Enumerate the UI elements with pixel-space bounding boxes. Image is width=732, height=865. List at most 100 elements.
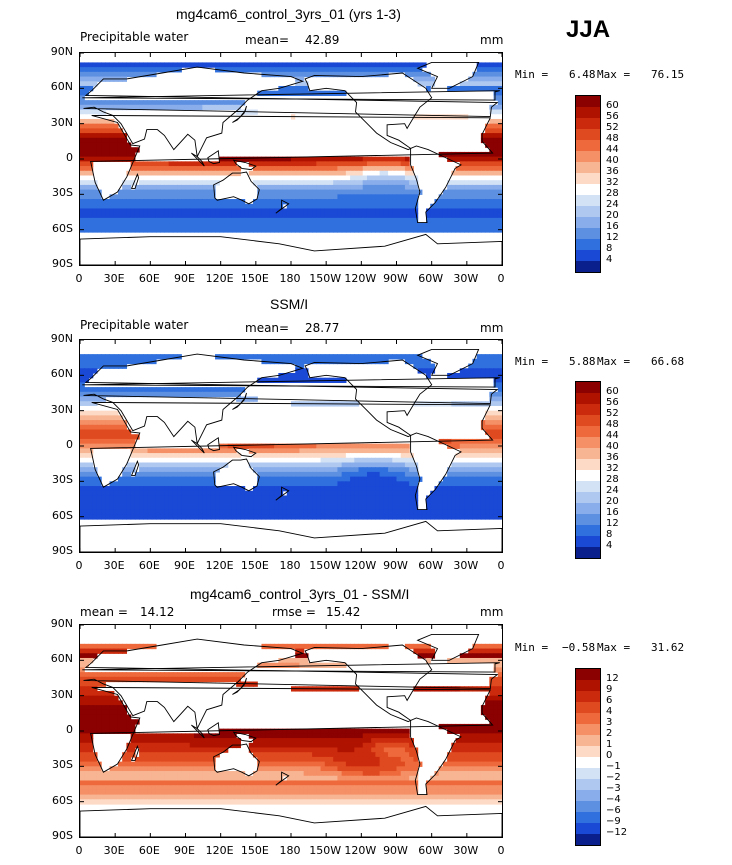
field-cell xyxy=(316,476,322,482)
field-cell xyxy=(426,71,431,78)
field-cell xyxy=(282,194,288,200)
field-cell xyxy=(88,203,94,210)
field-cell xyxy=(485,67,490,73)
field-cell xyxy=(345,643,351,650)
field-cell xyxy=(371,170,376,177)
field-cell xyxy=(316,481,322,487)
field-cell xyxy=(105,203,111,210)
field-cell xyxy=(299,648,305,654)
field-cell xyxy=(88,405,94,412)
field-cell xyxy=(404,67,410,73)
field-cell xyxy=(485,709,490,716)
field-cell xyxy=(383,227,389,233)
field-cell xyxy=(291,467,296,473)
field-cell xyxy=(198,733,203,739)
field-cell xyxy=(172,100,178,106)
field-cell xyxy=(388,166,393,172)
field-cell xyxy=(480,189,486,195)
field-cell xyxy=(404,203,410,210)
field-cell xyxy=(341,514,347,520)
field-cell xyxy=(379,194,385,200)
field-cell xyxy=(198,170,203,177)
field-cell xyxy=(96,728,102,734)
field-cell xyxy=(354,180,360,186)
field-cell xyxy=(434,486,440,492)
field-cell xyxy=(122,67,128,73)
field-cell xyxy=(383,448,389,454)
field-cell xyxy=(375,733,381,739)
field-cell xyxy=(388,161,393,167)
field-cell xyxy=(151,742,157,749)
field-cell xyxy=(307,662,313,668)
lat-tick-label: 90N xyxy=(50,332,73,345)
field-cell xyxy=(151,194,157,200)
field-cell xyxy=(476,67,482,73)
field-cell xyxy=(189,490,195,497)
field-cell xyxy=(480,709,486,716)
field-cell xyxy=(417,401,423,407)
field-cell xyxy=(147,208,153,214)
field-cell xyxy=(274,471,279,478)
field-cell xyxy=(126,175,132,181)
field-cell xyxy=(366,643,372,650)
field-cell xyxy=(345,180,351,186)
field-cell xyxy=(84,175,90,181)
field-cell xyxy=(286,738,292,744)
field-cell xyxy=(303,71,309,78)
field-cell xyxy=(442,500,448,506)
field-cell xyxy=(92,681,98,687)
field-cell xyxy=(459,184,465,191)
field-cell xyxy=(164,457,170,464)
field-cell xyxy=(379,747,385,753)
field-cell xyxy=(223,199,229,205)
field-cell xyxy=(341,747,347,753)
field-cell xyxy=(244,728,250,734)
field-cell xyxy=(101,100,106,106)
field-cell xyxy=(265,170,271,177)
field-cell xyxy=(151,213,157,219)
field-cell xyxy=(316,500,322,506)
field-cell xyxy=(328,643,334,650)
field-cell xyxy=(88,690,94,697)
field-cell xyxy=(80,467,85,473)
field-cell xyxy=(202,166,208,172)
field-cell xyxy=(455,462,461,468)
field-cell xyxy=(88,175,94,181)
field-cell xyxy=(472,401,478,407)
field-cell xyxy=(404,643,410,650)
field-cell xyxy=(354,490,360,497)
field-cell xyxy=(442,481,448,487)
field-cell xyxy=(101,62,106,68)
field-cell xyxy=(92,471,98,478)
field-cell xyxy=(240,217,246,224)
field-cell xyxy=(476,657,482,664)
field-cell xyxy=(236,396,241,402)
field-cell xyxy=(472,114,478,120)
field-cell xyxy=(96,227,102,233)
field-cell xyxy=(206,476,212,482)
field-cell xyxy=(189,104,195,111)
field-cell xyxy=(130,457,136,464)
field-cell xyxy=(303,217,309,224)
field-cell xyxy=(223,728,229,734)
field-cell xyxy=(497,676,502,683)
field-cell xyxy=(84,443,90,449)
field-cell xyxy=(278,156,284,162)
field-cell xyxy=(337,453,343,459)
field-cell xyxy=(312,514,317,520)
field-cell xyxy=(164,514,170,520)
colorbar-level-label: 28 xyxy=(606,474,619,485)
field-cell xyxy=(236,67,241,73)
field-cell xyxy=(134,639,140,645)
field-cell xyxy=(379,462,385,468)
field-cell xyxy=(236,109,241,115)
field-cell xyxy=(261,490,267,497)
field-cell xyxy=(181,467,187,473)
field-cell xyxy=(341,156,347,162)
field-cell xyxy=(210,462,216,468)
field-cell xyxy=(240,199,246,205)
field-cell xyxy=(206,500,212,506)
field-cell xyxy=(181,486,187,492)
field-cell xyxy=(333,514,339,520)
colorbar-swatch xyxy=(576,470,600,481)
